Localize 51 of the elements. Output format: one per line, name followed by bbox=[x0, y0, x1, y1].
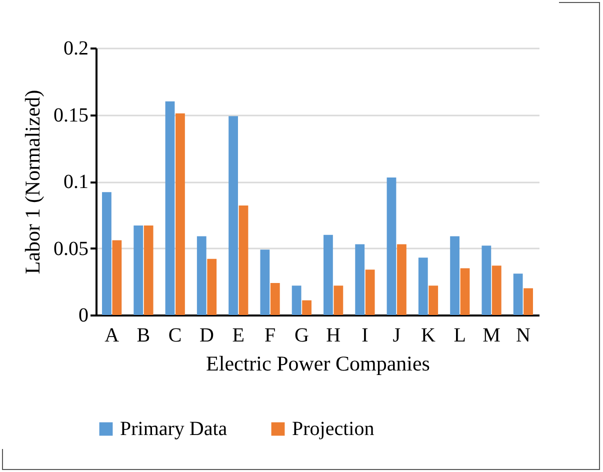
bar bbox=[196, 236, 206, 315]
x-tick-label: L bbox=[454, 324, 466, 346]
x-tick-label: D bbox=[200, 324, 214, 346]
y-tick-label: 0.05 bbox=[54, 238, 88, 260]
bar bbox=[134, 226, 144, 315]
x-tick-label: K bbox=[421, 324, 436, 346]
legend-label: Primary Data bbox=[120, 418, 228, 440]
x-tick-label: A bbox=[104, 324, 120, 346]
bar bbox=[260, 250, 270, 315]
legend-label: Projection bbox=[292, 418, 374, 440]
x-tick-label: B bbox=[136, 324, 150, 346]
bar bbox=[165, 101, 175, 315]
x-tick-label: I bbox=[362, 324, 368, 346]
y-tick-label: 0.15 bbox=[54, 104, 88, 126]
bar bbox=[238, 206, 248, 315]
x-tick-label: M bbox=[482, 324, 501, 346]
bar bbox=[207, 258, 217, 315]
bar bbox=[513, 274, 523, 315]
x-tick-label: J bbox=[392, 324, 401, 346]
bar bbox=[355, 244, 365, 315]
bar bbox=[228, 116, 238, 315]
bar bbox=[270, 282, 280, 315]
y-tick-label: 0 bbox=[78, 304, 88, 326]
bar bbox=[524, 288, 533, 315]
bar bbox=[482, 246, 492, 315]
bar bbox=[450, 236, 460, 315]
bar bbox=[460, 268, 470, 315]
bar bbox=[112, 240, 122, 315]
y-tick-label: 0.2 bbox=[64, 38, 88, 60]
x-tick-label: E bbox=[232, 324, 244, 346]
bar bbox=[302, 300, 312, 315]
x-tick-label: F bbox=[264, 324, 276, 346]
x-tick-label: H bbox=[326, 324, 341, 346]
bar bbox=[492, 266, 502, 315]
bar bbox=[176, 113, 185, 315]
x-tick-label: G bbox=[294, 324, 309, 346]
bar bbox=[386, 177, 396, 315]
y-tick-label: 0.1 bbox=[64, 171, 88, 193]
x-axis-title: Electric Power Companies bbox=[206, 352, 430, 376]
bar bbox=[324, 234, 333, 315]
bar bbox=[418, 258, 428, 315]
bar bbox=[292, 286, 302, 315]
x-tick-label: C bbox=[168, 324, 182, 346]
bar bbox=[334, 286, 344, 315]
x-tick-label: N bbox=[516, 324, 530, 346]
bar bbox=[397, 244, 406, 315]
y-axis-title: Labor 1 (Normalized) bbox=[20, 90, 44, 274]
bar bbox=[144, 226, 154, 315]
bar bbox=[365, 270, 375, 315]
bar bbox=[102, 192, 112, 315]
bar bbox=[428, 286, 438, 315]
